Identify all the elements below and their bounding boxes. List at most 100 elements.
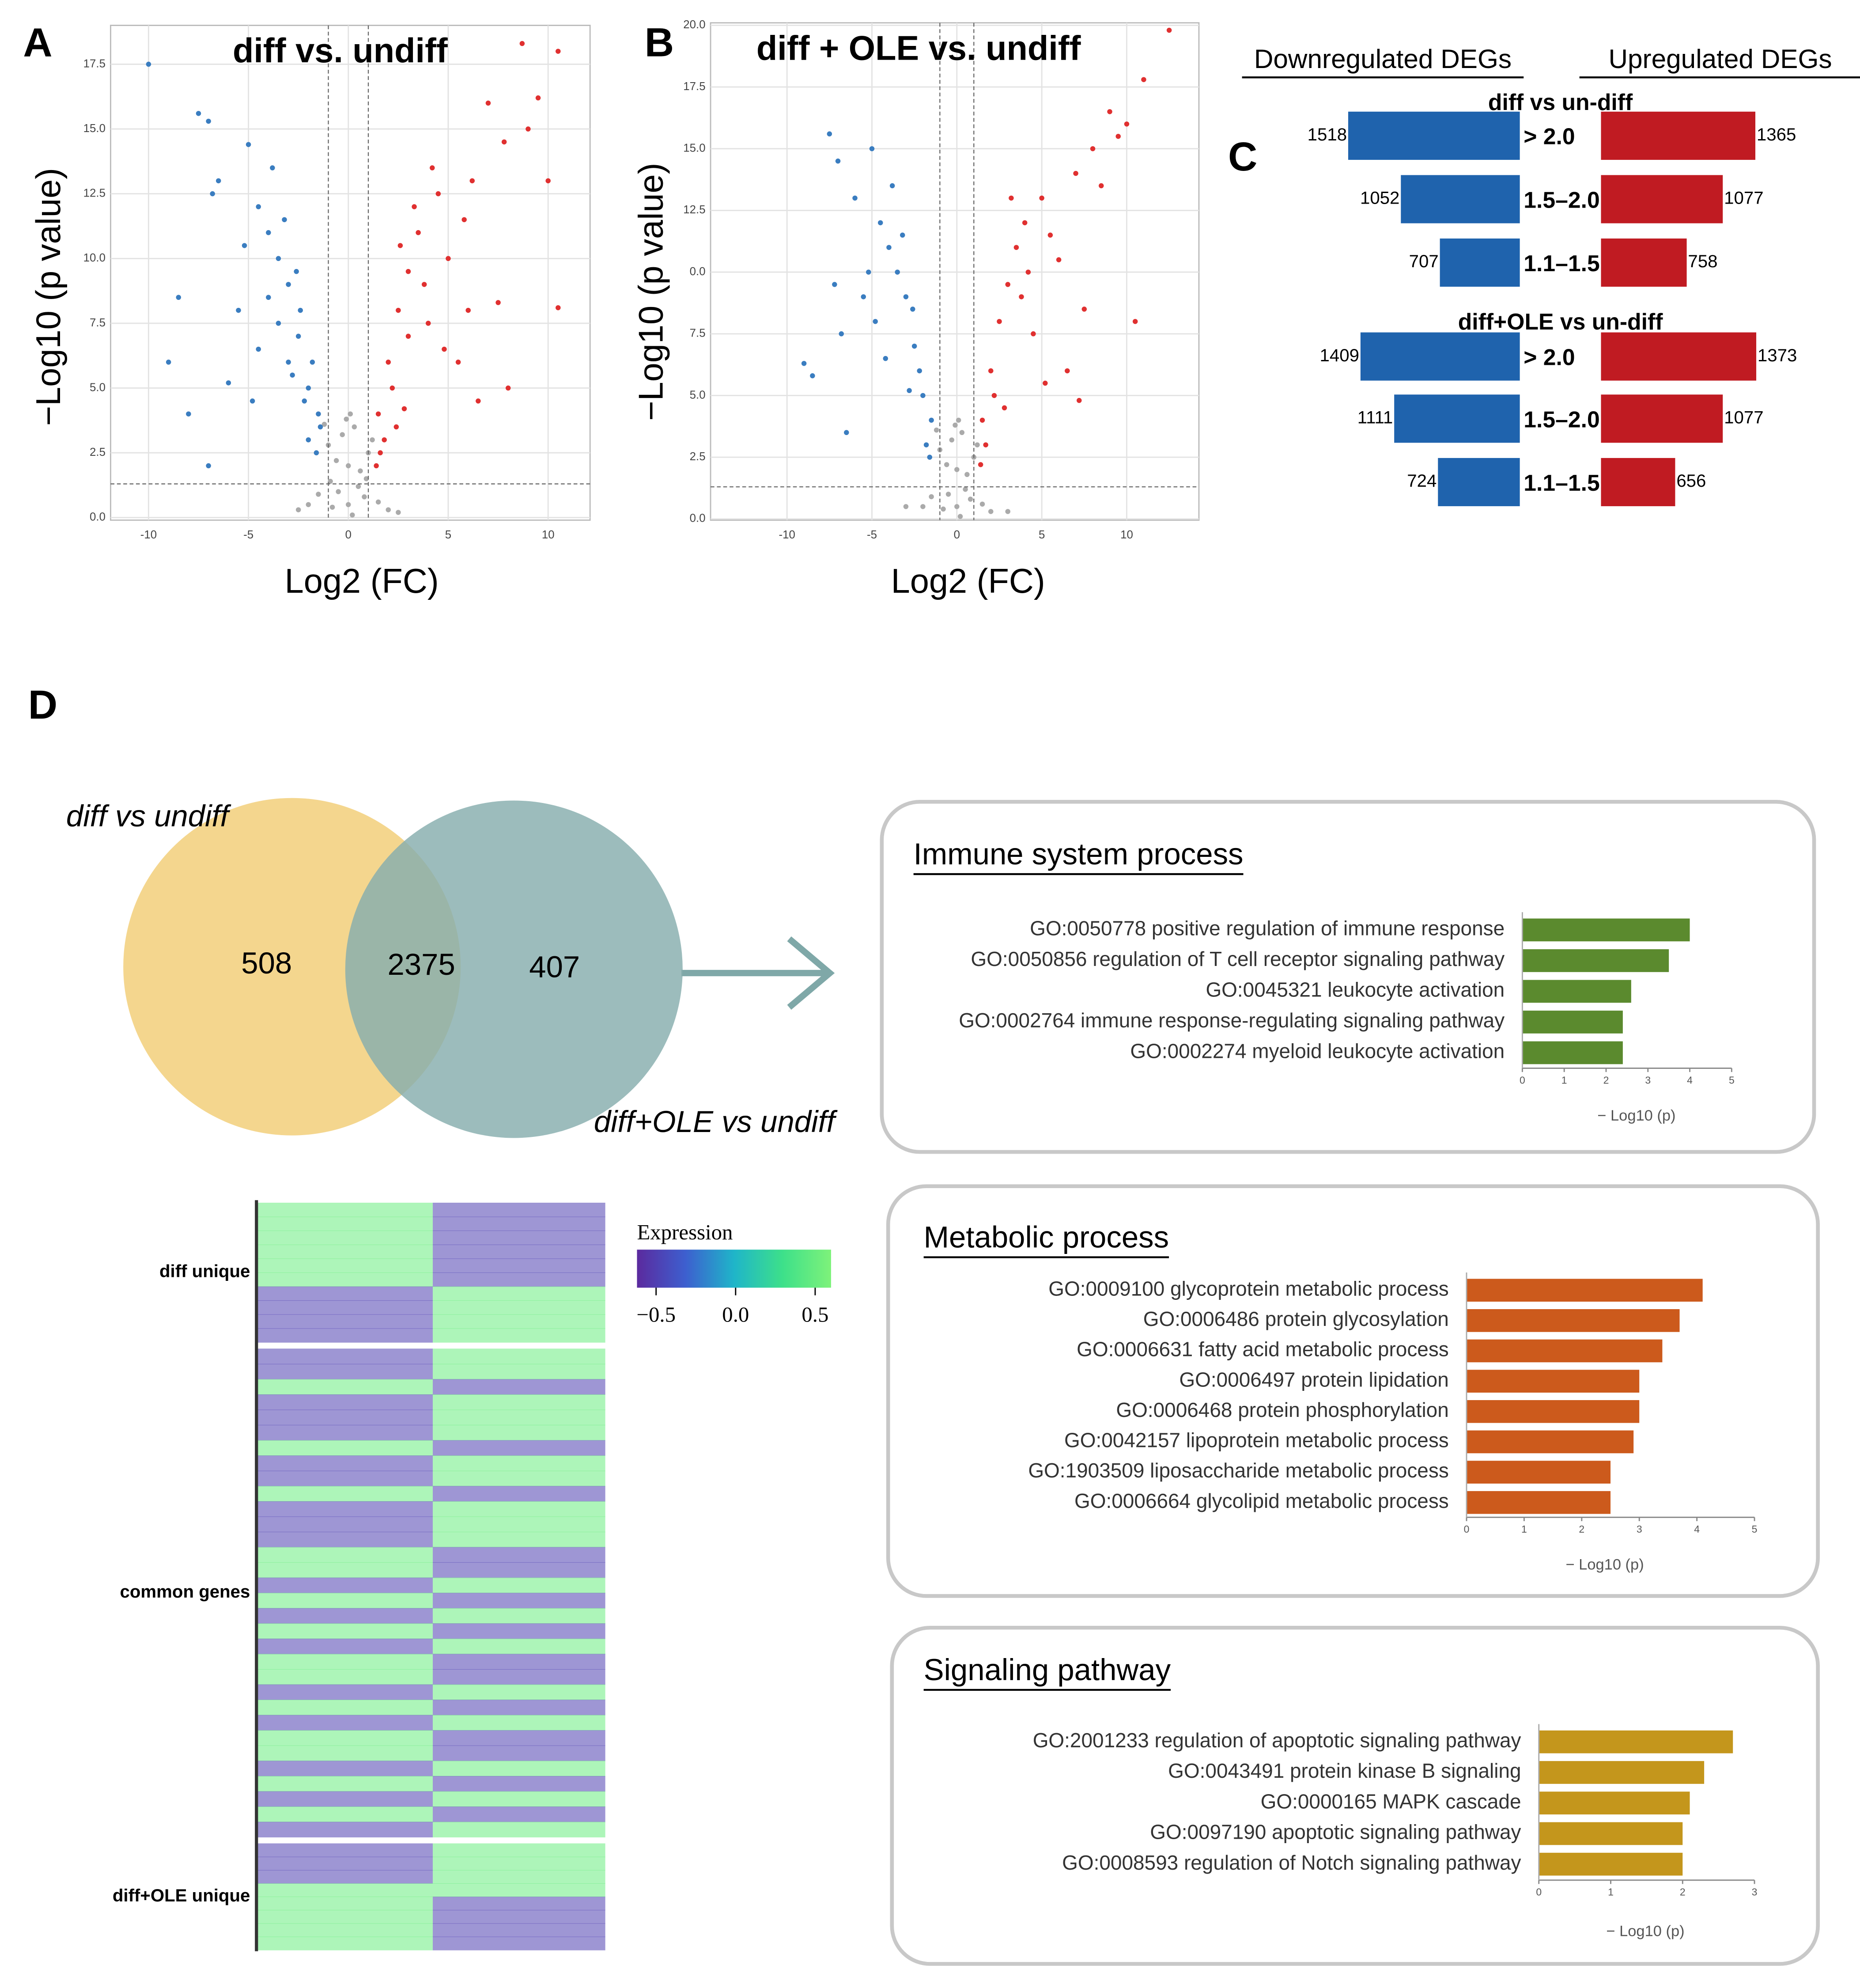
point — [476, 398, 481, 404]
y-tick-label: 2.5 — [90, 446, 106, 458]
x-tick-label: 1 — [1608, 1886, 1614, 1898]
point — [397, 243, 403, 248]
set-label: diff+OLE vs undiff — [594, 1105, 838, 1139]
point — [146, 61, 151, 67]
heatmap-cell — [433, 1745, 605, 1761]
heatmap-cell — [433, 1363, 605, 1380]
point — [370, 437, 375, 443]
heatmap-cell — [433, 1715, 605, 1731]
point — [426, 321, 431, 326]
panel-label: C — [1228, 134, 1257, 179]
value-label: 707 — [1409, 251, 1439, 271]
bar — [1522, 980, 1631, 1003]
point — [917, 368, 922, 374]
bar — [1601, 175, 1723, 223]
point — [861, 294, 866, 299]
point — [196, 111, 201, 116]
x-tick-label: 5 — [445, 529, 451, 541]
heatmap-cell — [257, 1203, 433, 1217]
heatmap-cell — [433, 1856, 605, 1871]
point — [362, 494, 367, 500]
x-axis-label: Log2 (FC) — [285, 562, 439, 600]
point — [556, 49, 561, 54]
row-group-label: common genes — [120, 1582, 250, 1602]
y-tick-label: 10.0 — [83, 252, 106, 264]
y-tick-label: 12.5 — [83, 187, 106, 200]
category-label: GO:0000165 MAPK cascade — [1261, 1790, 1521, 1813]
heatmap-cell — [433, 1593, 605, 1609]
category-label: GO:0045321 leukocyte activation — [1206, 978, 1505, 1001]
bar — [1522, 918, 1690, 942]
heatmap-cell — [433, 1883, 605, 1897]
heatmap-cell — [433, 1608, 605, 1624]
panel-label: A — [23, 20, 52, 65]
point — [873, 319, 878, 324]
heatmap-cell — [257, 1501, 433, 1517]
point — [396, 510, 401, 515]
point — [375, 411, 381, 417]
point — [1099, 183, 1104, 189]
heatmap-cell — [257, 1363, 433, 1380]
bar — [1522, 1011, 1623, 1034]
heatmap-cell — [257, 1761, 433, 1776]
point — [975, 442, 980, 447]
value-label: 1077 — [1724, 188, 1763, 208]
heatmap-cell — [257, 1806, 433, 1822]
bar — [1440, 239, 1520, 287]
x-tick-label: 10 — [542, 529, 555, 541]
heatmap-cell — [257, 1623, 433, 1639]
bar — [1539, 1852, 1683, 1876]
point — [900, 232, 905, 238]
point — [382, 437, 387, 443]
point — [1043, 380, 1048, 386]
heatmap-cell — [433, 1379, 605, 1395]
point — [329, 504, 335, 510]
value-label: 758 — [1688, 251, 1717, 271]
heatmap-cell — [257, 1470, 433, 1487]
point — [350, 512, 355, 518]
heatmap-cell — [433, 1910, 605, 1924]
point — [352, 424, 357, 430]
point — [295, 333, 301, 339]
point — [298, 307, 303, 313]
point — [346, 463, 351, 469]
point — [294, 269, 299, 274]
point — [944, 462, 949, 467]
x-tick-label: 0 — [1520, 1074, 1525, 1086]
bar — [1438, 458, 1520, 507]
point — [979, 417, 985, 423]
point — [206, 463, 211, 469]
panel-label: B — [645, 20, 674, 65]
bar — [1401, 175, 1520, 223]
point — [226, 380, 231, 386]
bar — [1522, 1041, 1623, 1064]
x-tick-label: 5 — [1039, 529, 1045, 541]
point — [954, 504, 960, 509]
y-tick-label: 12.5 — [683, 204, 705, 216]
heatmap-cell — [433, 1409, 605, 1425]
x-tick-label: 2 — [1579, 1523, 1584, 1535]
heatmap-cell — [257, 1258, 433, 1273]
bar — [1467, 1339, 1663, 1363]
point — [166, 360, 171, 365]
heatmap-cell — [433, 1821, 605, 1838]
heatmap-cell — [257, 1348, 433, 1364]
count-label: 508 — [241, 946, 292, 980]
bar — [1539, 1761, 1705, 1784]
legend-entry: Downregulated DEGs — [1254, 44, 1512, 74]
heatmap-cell — [257, 1286, 433, 1301]
heatmap-cell — [433, 1638, 605, 1655]
heatmap-cell — [257, 1669, 433, 1685]
point — [835, 158, 841, 164]
colorbar-tick-label: 0.0 — [722, 1303, 749, 1327]
value-label: 1052 — [1360, 188, 1399, 208]
heatmap-cell — [257, 1638, 433, 1655]
heatmap-cell — [257, 1730, 433, 1746]
heatmap-cell — [433, 1532, 605, 1548]
point — [910, 307, 915, 312]
point — [333, 458, 339, 463]
category-label: GO:0006664 glycolipid metabolic process — [1074, 1489, 1449, 1512]
x-tick-label: -10 — [779, 529, 795, 541]
point — [242, 243, 247, 248]
plot-area — [110, 25, 591, 521]
